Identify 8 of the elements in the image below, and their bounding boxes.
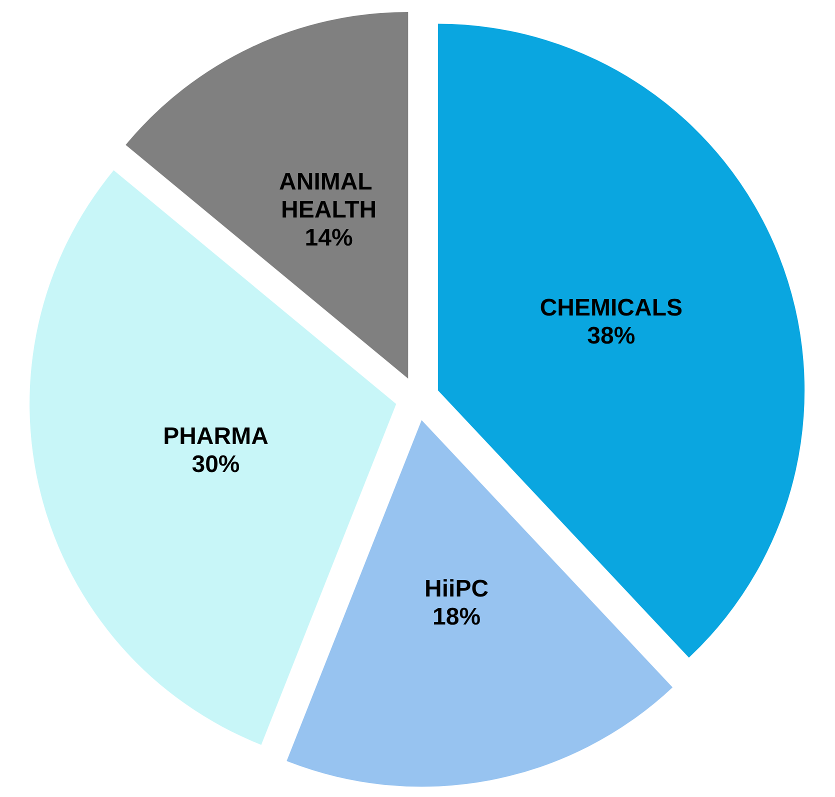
slice-label: HiiPC: [424, 576, 489, 603]
slice-label: PHARMA: [163, 422, 268, 450]
data-label: 38%: [587, 322, 636, 350]
slice-label: ANIMAL HEALTH: [279, 168, 379, 224]
data-label: 14%: [304, 224, 353, 252]
slice-label: CHEMICALS: [540, 294, 683, 322]
data-label: 30%: [192, 450, 240, 478]
data-label: 18%: [432, 604, 481, 631]
